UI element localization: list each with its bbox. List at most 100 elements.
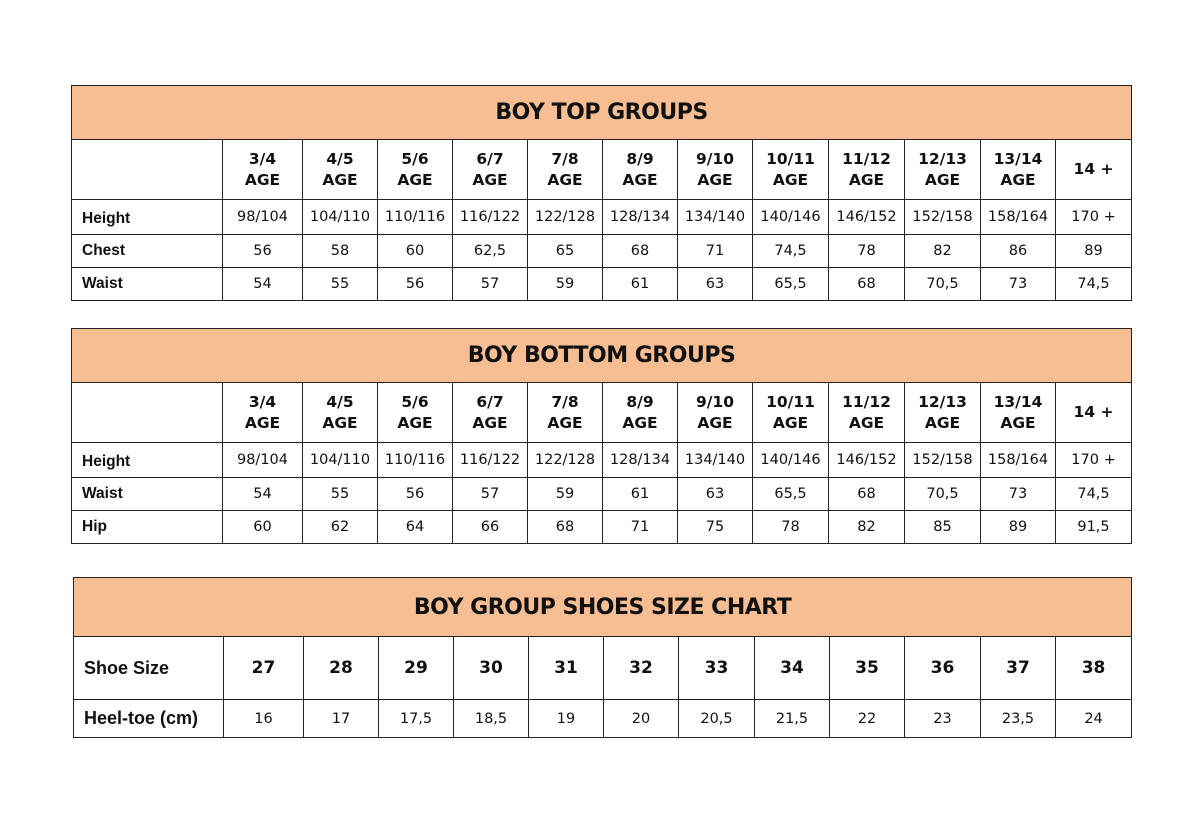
age-suffix: AGE xyxy=(322,170,358,189)
measurement-cell: 59 xyxy=(527,267,603,301)
age-range: 7/8 xyxy=(551,392,579,411)
measurement-cell: 65,5 xyxy=(752,477,829,511)
shoe-size-cell: 34 xyxy=(754,636,830,700)
measurement-cell: 91,5 xyxy=(1054,510,1133,544)
measurement-cell: 104/110 xyxy=(302,442,378,478)
boy-bottom-groups-table: BOY BOTTOM GROUPS 3/4 AGE 4/5 AGE 5/6 AGE 6/7 AG… xyxy=(70,328,1133,544)
age-suffix: AGE xyxy=(244,413,281,432)
measurement-cell: 68 xyxy=(828,477,905,511)
measurement-cell: 89 xyxy=(980,510,1056,544)
measurement-cell: 78 xyxy=(828,234,905,268)
row-label: Hip xyxy=(71,510,223,544)
measurement-cell: 82 xyxy=(904,234,981,268)
age-suffix: AGE xyxy=(547,413,583,432)
age-suffix: AGE xyxy=(924,170,961,189)
table-row: Hip 60 62 64 66 68 71 75 78 82 85 89 91,5 xyxy=(71,510,1133,544)
measurement-cell: 74,5 xyxy=(752,234,829,268)
table-row: Height 98/104 104/110 110/116 116/122 122/128… xyxy=(71,442,1133,478)
row-label: Height xyxy=(71,442,223,478)
measurement-cell: 54 xyxy=(222,477,303,511)
age-range: 5/6 xyxy=(401,149,429,168)
age-header: 14 + xyxy=(1054,382,1133,443)
heel-toe-cell: 23 xyxy=(904,699,981,738)
measurement-cell: 68 xyxy=(527,510,603,544)
measurement-cell: 74,5 xyxy=(1054,477,1133,511)
age-range: 8/9 xyxy=(626,392,654,411)
measurement-cell: 86 xyxy=(980,234,1056,268)
row-label: Heel-toe (cm) xyxy=(73,699,224,738)
age-header: 14 + xyxy=(1054,139,1133,200)
age-range: 8/9 xyxy=(626,149,654,168)
shoe-size-cell: 29 xyxy=(378,636,454,700)
age-range: 14 + xyxy=(1073,403,1114,421)
age-range: 9/10 xyxy=(695,149,735,168)
measurement-cell: 56 xyxy=(377,477,453,511)
measurement-cell: 158/164 xyxy=(980,442,1056,478)
age-header: 11/12 AGE xyxy=(828,139,905,200)
shoe-size-cell: 37 xyxy=(980,636,1056,700)
measurement-cell: 128/134 xyxy=(602,199,678,235)
shoe-size-cell: 32 xyxy=(603,636,679,700)
measurement-cell: 75 xyxy=(677,510,753,544)
measurement-cell: 56 xyxy=(377,267,453,301)
age-suffix: AGE xyxy=(848,413,885,432)
age-header: 5/6 AGE xyxy=(377,382,453,443)
shoe-size-cell: 35 xyxy=(829,636,905,700)
heel-toe-cell: 19 xyxy=(528,699,604,738)
age-header: 3/4 AGE xyxy=(222,382,303,443)
measurement-cell: 61 xyxy=(602,477,678,511)
age-header: 12/13 AGE xyxy=(904,139,981,200)
measurement-cell: 116/122 xyxy=(452,442,528,478)
measurement-cell: 61 xyxy=(602,267,678,301)
age-header: 10/11 AGE xyxy=(752,382,829,443)
age-range: 3/4 xyxy=(248,392,277,411)
age-suffix: AGE xyxy=(697,170,733,189)
age-header: 6/7 AGE xyxy=(452,139,528,200)
table-row: Waist 54 55 56 57 59 61 63 65,5 68 70,5 73 74,5 xyxy=(71,477,1133,511)
age-range: 6/7 xyxy=(476,149,504,168)
age-range: 4/5 xyxy=(326,392,354,411)
table-row: Chest 56 58 60 62,5 65 68 71 74,5 78 82 86 89 xyxy=(71,234,1133,268)
measurement-cell: 59 xyxy=(527,477,603,511)
measurement-cell: 56 xyxy=(222,234,303,268)
age-header: 8/9 AGE xyxy=(602,139,678,200)
age-suffix: AGE xyxy=(1000,413,1036,432)
heel-toe-cell: 23,5 xyxy=(980,699,1056,738)
age-range: 9/10 xyxy=(695,392,735,411)
table-row: Height 98/104 104/110 110/116 116/122 122/128… xyxy=(71,199,1133,235)
empty-corner-cell xyxy=(71,139,223,200)
age-header: 9/10 AGE xyxy=(677,139,753,200)
age-header: 6/7 AGE xyxy=(452,382,528,443)
measurement-cell: 60 xyxy=(377,234,453,268)
age-header: 4/5 AGE xyxy=(302,382,378,443)
table-row: Waist 54 55 56 57 59 61 63 65,5 68 70,5 73 74,5 xyxy=(71,267,1133,301)
measurement-cell: 128/134 xyxy=(602,442,678,478)
row-label: Waist xyxy=(71,477,223,511)
measurement-cell: 73 xyxy=(980,267,1056,301)
age-suffix: AGE xyxy=(472,413,508,432)
age-header: 7/8 AGE xyxy=(527,139,603,200)
measurement-cell: 71 xyxy=(677,234,753,268)
row-label: Height xyxy=(71,199,223,235)
age-header: 7/8 AGE xyxy=(527,382,603,443)
heel-toe-cell: 20 xyxy=(603,699,679,738)
age-header: 5/6 AGE xyxy=(377,139,453,200)
shoe-size-cell: 30 xyxy=(453,636,529,700)
age-header: 8/9 AGE xyxy=(602,382,678,443)
age-range: 5/6 xyxy=(401,392,429,411)
age-range: 3/4 xyxy=(248,149,277,168)
heel-toe-cell: 22 xyxy=(829,699,905,738)
heel-toe-cell: 20,5 xyxy=(678,699,755,738)
measurement-cell: 74,5 xyxy=(1054,267,1133,301)
measurement-cell: 134/140 xyxy=(677,442,753,478)
shoe-size-cell: 27 xyxy=(223,636,304,700)
measurement-cell: 146/152 xyxy=(828,442,905,478)
age-header: 12/13 AGE xyxy=(904,382,981,443)
row-label: Chest xyxy=(71,234,223,268)
measurement-cell: 63 xyxy=(677,267,753,301)
measurement-cell: 146/152 xyxy=(828,199,905,235)
age-range: 7/8 xyxy=(551,149,579,168)
measurement-cell: 122/128 xyxy=(527,199,603,235)
measurement-cell: 140/146 xyxy=(752,199,829,235)
measurement-cell: 62,5 xyxy=(452,234,528,268)
